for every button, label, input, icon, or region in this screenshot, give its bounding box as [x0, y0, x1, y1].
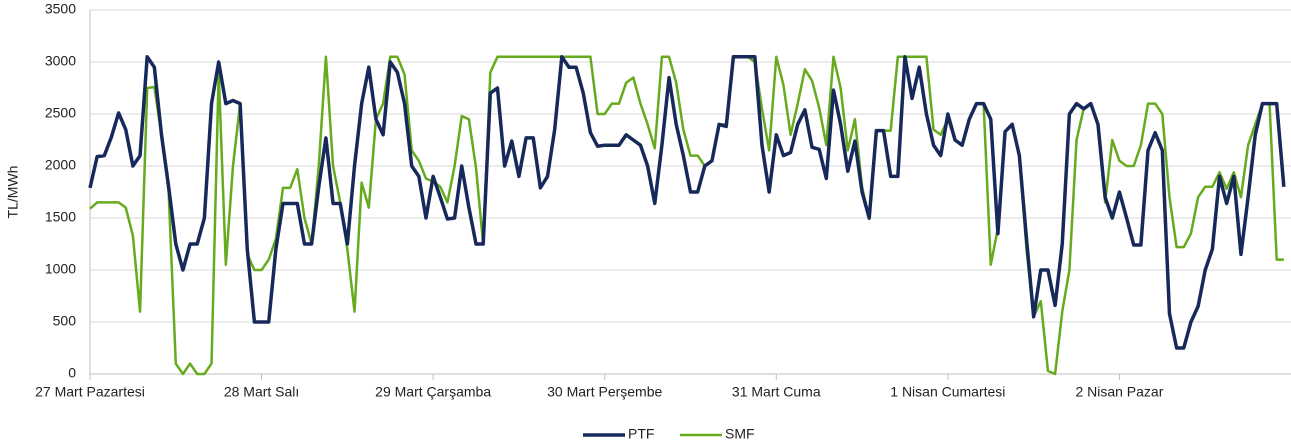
x-tick-label: 27 Mart Pazartesi [35, 384, 145, 400]
x-tick-label: 28 Mart Salı [224, 384, 299, 400]
x-tick-label: 29 Mart Çarşamba [375, 384, 491, 400]
x-tick-label: 1 Nisan Cumartesi [890, 384, 1005, 400]
y-tick-label: 3000 [45, 53, 76, 69]
y-tick-label: 2000 [45, 157, 76, 173]
x-tick-label: 2 Nisan Pazar [1075, 384, 1163, 400]
y-tick-label: 0 [68, 365, 76, 381]
y-axis-label: TL/MWh [5, 166, 21, 219]
legend-label: PTF [628, 426, 654, 442]
y-tick-label: 2500 [45, 105, 76, 121]
y-tick-label: 1500 [45, 209, 76, 225]
y-tick-label: 1000 [45, 261, 76, 277]
x-tick-label: 30 Mart Perşembe [547, 384, 662, 400]
y-tick-label: 3500 [45, 1, 76, 17]
series-line [89, 55, 1284, 376]
x-tick-label: 31 Mart Cuma [732, 384, 821, 400]
series-line [88, 55, 1286, 350]
legend-label: SMF [725, 426, 755, 442]
y-tick-label: 500 [53, 313, 77, 329]
